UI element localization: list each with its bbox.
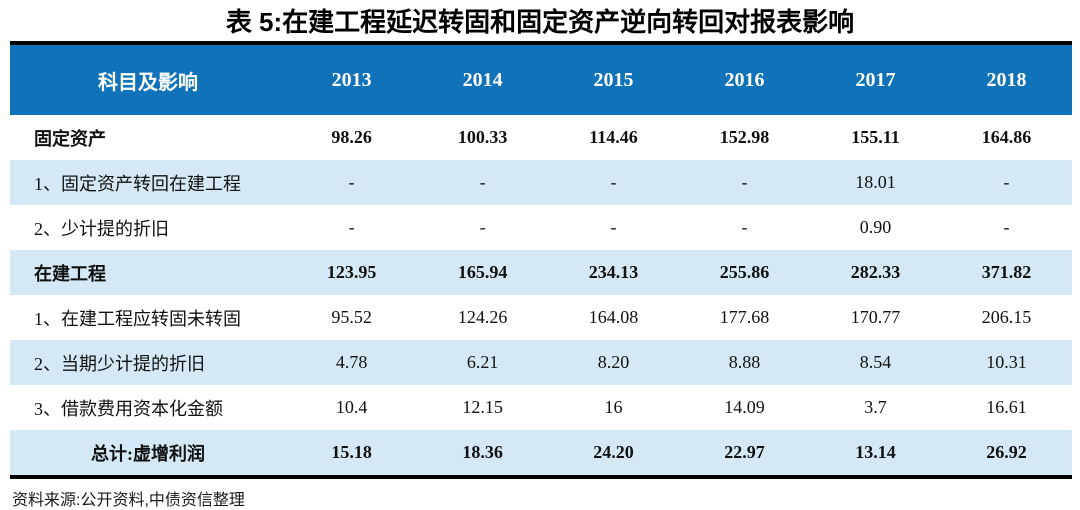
row-label: 在建工程	[10, 250, 287, 295]
cell-value: 8.20	[548, 340, 680, 385]
cell-value: 8.54	[809, 340, 941, 385]
column-header-year: 2015	[548, 43, 680, 115]
cell-value: -	[940, 160, 1072, 205]
cell-value: 123.95	[286, 250, 418, 295]
cell-value: 100.33	[417, 115, 549, 160]
cell-value: 15.18	[286, 430, 418, 477]
cell-value: -	[940, 205, 1072, 250]
column-header-year: 2014	[417, 43, 549, 115]
row-label: 固定资产	[10, 115, 287, 160]
table-header-row: 科目及影响 2013 2014 2015 2016 2017 2018	[10, 43, 1072, 115]
cell-value: 8.88	[679, 340, 810, 385]
table-body: 固定资产 98.26 100.33 114.46 152.98 155.11 164.86 1…	[10, 115, 1072, 477]
row-label: 2、当期少计提的折旧	[10, 340, 287, 385]
table-row: 3、借款费用资本化金额 10.4 12.15 16 14.09 3.7 16.61	[10, 385, 1072, 430]
column-header-year: 2016	[679, 43, 810, 115]
table-row: 在建工程 123.95 165.94 234.13 255.86 282.33 371.82	[10, 250, 1072, 295]
cell-value: -	[417, 205, 549, 250]
cell-value: 14.09	[679, 385, 810, 430]
cell-value: 24.20	[548, 430, 680, 477]
cell-value: 18.01	[809, 160, 941, 205]
row-label: 2、少计提的折旧	[10, 205, 287, 250]
cell-value: -	[286, 205, 418, 250]
cell-value: 10.4	[286, 385, 418, 430]
source-note: 资料来源:公开资料,中债资信整理	[12, 492, 245, 509]
table-row: 1、在建工程应转固未转固 95.52 124.26 164.08 177.68 170.7…	[10, 295, 1072, 340]
cell-value: 164.08	[548, 295, 680, 340]
column-header-year: 2017	[809, 43, 941, 115]
cell-value: 170.77	[809, 295, 941, 340]
cell-value: -	[679, 205, 810, 250]
cell-value: -	[417, 160, 549, 205]
cell-value: 22.97	[679, 430, 810, 477]
cell-value: -	[679, 160, 810, 205]
column-header-year: 2013	[286, 43, 418, 115]
cell-value: 206.15	[940, 295, 1072, 340]
cell-value: 155.11	[809, 115, 941, 160]
cell-value: 16	[548, 385, 680, 430]
cell-value: 18.36	[417, 430, 549, 477]
cell-value: 282.33	[809, 250, 941, 295]
cell-value: 255.86	[679, 250, 810, 295]
cell-value: 13.14	[809, 430, 941, 477]
cell-value: 234.13	[548, 250, 680, 295]
cell-value: 0.90	[809, 205, 941, 250]
row-label: 1、固定资产转回在建工程	[10, 160, 287, 205]
impact-table: 科目及影响 2013 2014 2015 2016 2017 2018 固定资产 98.26 1…	[10, 41, 1072, 479]
cell-value: 371.82	[940, 250, 1072, 295]
cell-value: 152.98	[679, 115, 810, 160]
cell-value: -	[548, 160, 680, 205]
table-title: 表 5:在建工程延迟转固和固定资产逆向转回对报表影响	[225, 7, 855, 37]
cell-value: 26.92	[940, 430, 1072, 477]
cell-value: 16.61	[940, 385, 1072, 430]
table-container: 科目及影响 2013 2014 2015 2016 2017 2018 固定资产 98.26 1…	[10, 41, 1072, 479]
table-head: 科目及影响 2013 2014 2015 2016 2017 2018	[10, 43, 1072, 115]
cell-value: -	[548, 205, 680, 250]
cell-value: 114.46	[548, 115, 680, 160]
cell-value: 4.78	[286, 340, 418, 385]
cell-value: 95.52	[286, 295, 418, 340]
table-row: 2、当期少计提的折旧 4.78 6.21 8.20 8.88 8.54 10.31	[10, 340, 1072, 385]
cell-value: 177.68	[679, 295, 810, 340]
cell-value: 10.31	[940, 340, 1072, 385]
row-label: 3、借款费用资本化金额	[10, 385, 287, 430]
table-row: 2、少计提的折旧 - - - -0.90-	[10, 205, 1072, 250]
cell-value: 124.26	[417, 295, 549, 340]
row-label: 总计:虚增利润	[10, 430, 287, 477]
row-label: 1、在建工程应转固未转固	[10, 295, 287, 340]
cell-value: 3.7	[809, 385, 941, 430]
cell-value: 164.86	[940, 115, 1072, 160]
column-header-year: 2018	[940, 43, 1072, 115]
cell-value: -	[286, 160, 418, 205]
table-row: 1、固定资产转回在建工程 - - - -18.01-	[10, 160, 1072, 205]
table-row: 总计:虚增利润 15.18 18.36 24.20 22.97 13.14 26.92	[10, 430, 1072, 477]
table-row: 固定资产 98.26 100.33 114.46 152.98 155.11 164.86	[10, 115, 1072, 160]
cell-value: 98.26	[286, 115, 418, 160]
cell-value: 165.94	[417, 250, 549, 295]
cell-value: 6.21	[417, 340, 549, 385]
column-header-label: 科目及影响	[10, 43, 287, 115]
cell-value: 12.15	[417, 385, 549, 430]
